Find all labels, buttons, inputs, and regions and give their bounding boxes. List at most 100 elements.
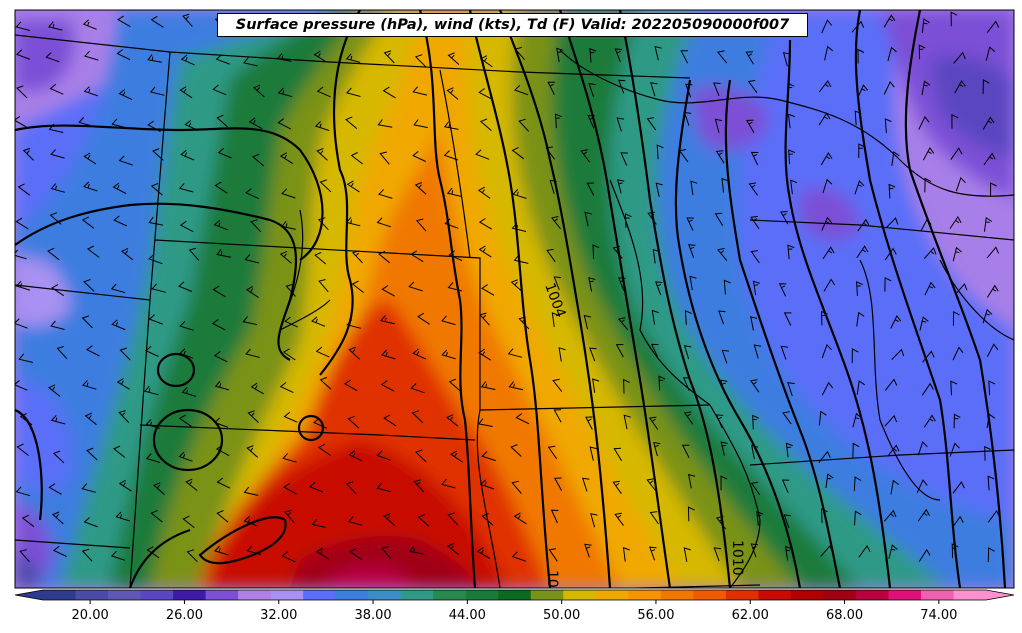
wind-barb	[510, 444, 522, 457]
colorbar-segment	[205, 590, 239, 600]
colorbar-left-extend	[15, 590, 43, 600]
wind-barb	[553, 276, 562, 291]
wind-barb	[513, 254, 529, 264]
wind-barb	[787, 113, 795, 129]
isobars	[15, 10, 1007, 588]
border-segment	[609, 179, 711, 406]
wind-barb	[347, 516, 363, 526]
wind-barb	[986, 284, 999, 298]
wind-barb	[276, 53, 292, 62]
wind-barb	[284, 316, 299, 328]
wind-barb	[111, 319, 126, 331]
wind-barb	[245, 285, 259, 298]
colorbar-segment	[725, 590, 759, 600]
wind-barb	[917, 441, 928, 456]
wind-barb	[818, 112, 831, 126]
wind-barb	[81, 548, 93, 562]
wind-barb	[778, 283, 787, 297]
wind-barb	[647, 211, 657, 225]
wind-barb	[379, 151, 390, 165]
wind-barb	[551, 216, 561, 230]
wind-barb	[750, 481, 761, 496]
wind-barb	[377, 119, 393, 128]
wind-barb	[313, 50, 327, 63]
wind-barb	[441, 315, 456, 326]
wind-barb	[144, 346, 159, 357]
colorbar-segment	[628, 590, 662, 600]
colorbar-right-extend	[986, 590, 1014, 600]
wind-barb	[551, 312, 559, 327]
wind-barb	[787, 244, 795, 260]
wind-barb	[182, 515, 195, 528]
wind-barb	[383, 513, 395, 526]
wind-barb	[215, 444, 230, 457]
wind-barb	[346, 180, 360, 193]
wind-barb	[279, 251, 292, 264]
wind-barb	[281, 220, 296, 230]
wind-barb	[614, 48, 623, 63]
wind-barb	[448, 378, 461, 392]
wind-barb	[783, 312, 792, 326]
wind-barb	[83, 50, 99, 61]
wind-barb	[440, 478, 456, 489]
wind-barb	[856, 380, 865, 395]
wind-barb	[818, 450, 831, 464]
dewpoint-field	[15, 10, 1014, 588]
wind-barb	[985, 46, 996, 61]
wind-barb	[110, 283, 126, 294]
wind-barb	[349, 548, 363, 561]
wind-barb	[86, 245, 100, 258]
wind-barb	[780, 345, 789, 360]
wind-barb	[648, 416, 659, 430]
wind-barb	[84, 412, 97, 426]
border-segment	[439, 69, 471, 259]
colorbar-tick-label: 26.00	[166, 608, 203, 623]
wind-barb	[510, 279, 523, 292]
wind-barb	[250, 219, 262, 233]
wind-barb	[381, 285, 395, 297]
wind-barb	[380, 546, 392, 560]
colorbar-segment	[888, 590, 922, 600]
wind-barb	[412, 151, 427, 162]
wind-barb	[283, 482, 297, 495]
wind-barb	[477, 186, 491, 199]
wind-barb	[15, 380, 28, 391]
wind-barb	[214, 380, 230, 391]
wind-barb	[556, 47, 564, 63]
wind-barb	[547, 81, 556, 96]
wind-barb	[50, 320, 65, 330]
wind-barb	[713, 547, 722, 562]
wind-barb	[714, 118, 723, 133]
wind-barb	[145, 419, 161, 429]
wind-barb	[921, 18, 930, 34]
wind-barb	[311, 316, 326, 327]
wind-barb	[350, 152, 364, 165]
wind-barb	[518, 118, 530, 132]
wind-barb	[949, 442, 960, 457]
wind-barb	[618, 79, 626, 94]
wind-barb	[148, 314, 163, 325]
wind-barb	[678, 149, 689, 163]
wind-barb	[314, 121, 330, 131]
wind-barb	[15, 217, 29, 230]
wind-barb	[953, 51, 966, 64]
wind-barb	[82, 19, 97, 30]
wind-barb	[443, 150, 459, 161]
wind-barb	[282, 348, 296, 361]
wind-barb	[748, 182, 759, 196]
wind-barb	[19, 413, 33, 426]
wind-barb	[145, 453, 161, 463]
wind-barb	[683, 411, 694, 425]
wind-barb	[179, 220, 194, 233]
wind-barb	[583, 314, 592, 330]
wind-barb	[887, 46, 897, 62]
colorbar-segment	[75, 590, 109, 600]
border-segment	[15, 539, 131, 549]
wind-barb	[213, 417, 229, 428]
wind-barb	[345, 216, 361, 227]
isobar	[674, 79, 802, 588]
wind-barb	[512, 189, 527, 199]
wind-barb	[313, 417, 328, 429]
wind-barb	[518, 316, 530, 330]
wind-barb	[720, 379, 728, 394]
